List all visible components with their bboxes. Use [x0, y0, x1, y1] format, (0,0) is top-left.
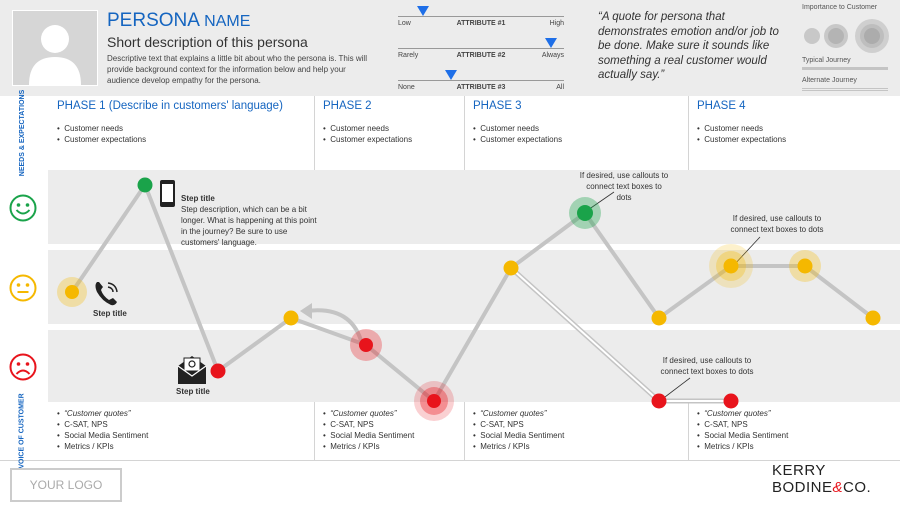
callout-text-1: If desired, use callouts to connect text…: [579, 171, 669, 202]
persona-quote: “A quote for persona that demonstrates e…: [598, 11, 779, 81]
attribute-scale-3: None ATTRIBUTE #3 All: [398, 70, 564, 104]
phase-2-title: PHASE 2: [323, 100, 372, 112]
persona-short-description: Short description of this persona: [107, 34, 308, 50]
email-step-label: Step title: [176, 387, 210, 396]
brand-co: CO.: [843, 479, 872, 496]
legend-importance-label: Importance to Customer: [802, 4, 878, 11]
journey-dot: [569, 197, 601, 229]
persona-avatar: [12, 10, 98, 86]
step-description-box: Step title Step description, which can b…: [181, 193, 321, 248]
journey-dot: [503, 260, 519, 276]
attribute-name: ATTRIBUTE #1: [456, 20, 506, 27]
typical-journey-line: [70, 183, 875, 403]
attribute-low-label: Rarely: [398, 52, 419, 59]
phase-2-voice: • “Customer quotes” • C-SAT, NPS • Socia…: [323, 409, 415, 451]
persona-title: PERSONA NAME: [107, 10, 250, 32]
attribute-high-label: High: [549, 20, 564, 27]
attribute-high-label: Always: [541, 52, 564, 59]
journey-dot: [865, 310, 881, 326]
person-silhouette-icon: [29, 25, 81, 85]
phase-1-voice: • “Customer quotes” • C-SAT, NPS • Socia…: [57, 409, 149, 451]
back-arrow-icon: [305, 308, 364, 345]
legend-alternate-line: [802, 88, 888, 91]
persona-title-main: PERSONA: [107, 10, 199, 31]
neutral-emotion-band: [48, 250, 900, 324]
phase-4-voice: • “Customer quotes” • C-SAT, NPS • Socia…: [697, 409, 789, 451]
journey-dot: [709, 244, 753, 288]
step-title: Step title: [181, 194, 215, 203]
journey-dot: [414, 381, 454, 421]
journey-dot: [350, 329, 382, 361]
attribute-name: ATTRIBUTE #3: [456, 84, 506, 91]
phone-step-label: Step title: [93, 309, 127, 318]
persona-description: Descriptive text that explains a little …: [107, 54, 367, 85]
logo-placeholder: YOUR LOGO: [10, 468, 122, 502]
phase-1-needs: • Customer needs • Customer expectations: [57, 124, 147, 144]
email-envelope-icon: [177, 356, 207, 384]
attribute-scale-1: Low ATTRIBUTE #1 High: [398, 6, 564, 40]
phone-call-icon: [95, 282, 118, 306]
legend-typical-line: [802, 67, 888, 70]
attribute-low-label: Low: [398, 20, 411, 27]
journey-dot: [210, 363, 226, 379]
legend-alternate-label: Alternate Journey: [802, 77, 857, 84]
step-description: Step description, which can be a bit lon…: [181, 205, 317, 247]
journey-dot: [57, 277, 87, 307]
neutral-face-icon: [9, 274, 37, 302]
phase-3-voice: • “Customer quotes” • C-SAT, NPS • Socia…: [473, 409, 565, 451]
attribute-marker: [416, 6, 429, 16]
legend-typical-label: Typical Journey: [802, 57, 851, 64]
journey-dot: [283, 310, 299, 326]
phase-1-title: PHASE 1 (Describe in customers' language…: [57, 100, 283, 112]
happy-face-icon: [9, 194, 37, 222]
brand-ampersand: &: [832, 479, 844, 496]
journey-dot: [723, 393, 739, 409]
callout-text-2: If desired, use callouts to connect text…: [730, 214, 824, 234]
attribute-marker: [544, 38, 557, 48]
attribute-scale-2: Rarely ATTRIBUTE #2 Always: [398, 38, 564, 72]
journey-dot: [137, 177, 153, 193]
phase-4-title: PHASE 4: [697, 100, 746, 112]
journey-dot: [651, 393, 667, 409]
brand-logo: KERRY BODINE&CO.: [772, 462, 871, 496]
brand-line-2: BODINE: [772, 479, 833, 496]
callout-text-3: If desired, use callouts to connect text…: [660, 356, 754, 376]
positive-emotion-band: [48, 170, 900, 244]
attribute-marker: [445, 70, 458, 80]
journey-dot: [789, 250, 821, 282]
sad-face-icon: [9, 353, 37, 381]
brand-line-1: KERRY: [772, 462, 826, 479]
persona-header: PERSONA NAME Short description of this p…: [0, 0, 900, 96]
attribute-name: ATTRIBUTE #2: [456, 52, 506, 59]
phase-3-needs: • Customer needs • Customer expectations: [473, 124, 563, 144]
importance-legend-icon: [804, 19, 889, 53]
phase-3-title: PHASE 3: [473, 100, 522, 112]
persona-title-name: NAME: [204, 13, 251, 30]
attribute-high-label: All: [556, 84, 564, 91]
journey-dot: [651, 310, 667, 326]
attribute-low-label: None: [398, 84, 415, 91]
phase-4-needs: • Customer needs • Customer expectations: [697, 124, 787, 144]
mobile-phone-icon: [160, 180, 175, 207]
phase-2-needs: • Customer needs • Customer expectations: [323, 124, 413, 144]
